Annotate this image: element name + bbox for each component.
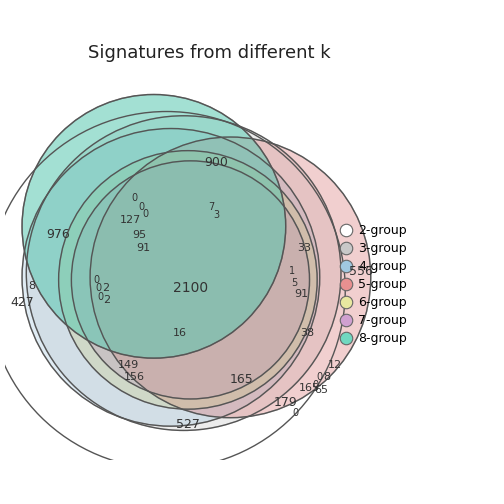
Text: 0: 0 — [94, 275, 100, 285]
Text: 527: 527 — [176, 418, 200, 431]
Circle shape — [22, 129, 320, 426]
Circle shape — [90, 137, 371, 418]
Text: 8: 8 — [323, 372, 330, 382]
Text: 0: 0 — [96, 283, 102, 293]
Circle shape — [58, 151, 317, 409]
Text: 5: 5 — [291, 278, 297, 288]
Text: 0: 0 — [317, 372, 323, 382]
Text: 127: 127 — [120, 215, 142, 225]
Text: 156: 156 — [124, 372, 145, 382]
Text: 556: 556 — [349, 265, 372, 278]
Text: 8: 8 — [29, 281, 36, 291]
Text: 976: 976 — [46, 228, 70, 241]
Text: 38: 38 — [300, 328, 314, 338]
Text: 3: 3 — [213, 210, 219, 220]
Title: Signatures from different k: Signatures from different k — [88, 44, 331, 62]
Text: 427: 427 — [10, 296, 34, 309]
Text: 1: 1 — [289, 267, 295, 276]
Circle shape — [72, 161, 309, 399]
Legend: 2-group, 3-group, 4-group, 5-group, 6-group, 7-group, 8-group: 2-group, 3-group, 4-group, 5-group, 6-gr… — [340, 224, 407, 345]
Text: 7: 7 — [208, 202, 214, 212]
Text: 16: 16 — [172, 328, 186, 338]
Text: 0: 0 — [138, 202, 144, 212]
Text: 91: 91 — [294, 289, 308, 299]
Text: 2: 2 — [103, 295, 111, 305]
Text: 95: 95 — [133, 230, 147, 240]
Text: 0: 0 — [131, 193, 138, 203]
Text: 65: 65 — [314, 386, 329, 396]
Circle shape — [26, 116, 341, 430]
Text: 0: 0 — [97, 292, 103, 302]
Text: 2100: 2100 — [173, 281, 208, 295]
Text: 12: 12 — [328, 360, 342, 370]
Text: 900: 900 — [204, 156, 228, 169]
Text: 0: 0 — [142, 209, 149, 219]
Text: 2: 2 — [102, 283, 109, 293]
Text: 165: 165 — [230, 373, 254, 386]
Text: 0: 0 — [312, 381, 319, 391]
Text: 91: 91 — [136, 242, 150, 253]
Text: 0: 0 — [293, 408, 299, 418]
Text: 149: 149 — [118, 360, 139, 370]
Text: 33: 33 — [297, 242, 311, 253]
Circle shape — [22, 95, 286, 358]
Text: 179: 179 — [274, 396, 297, 409]
Text: 165: 165 — [299, 383, 320, 393]
